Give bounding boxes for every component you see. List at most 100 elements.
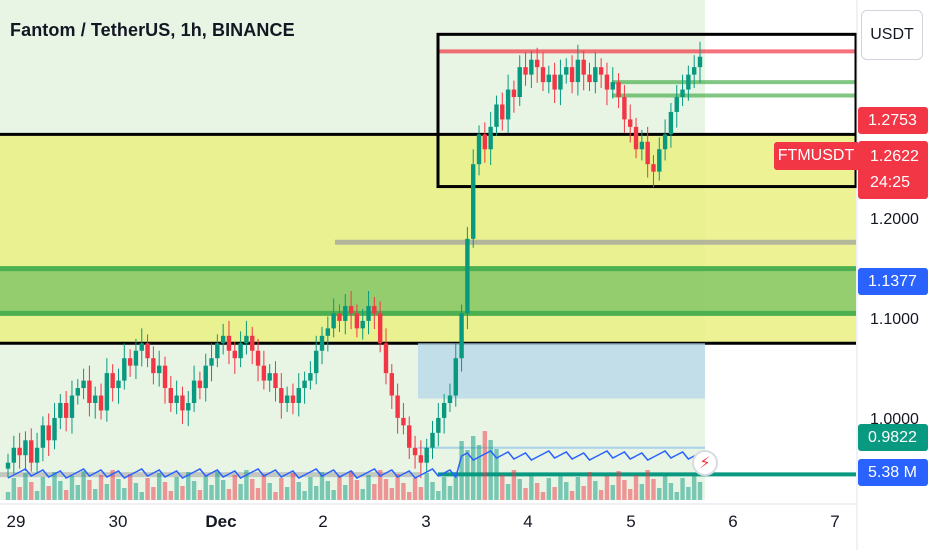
- volume-bar: [302, 491, 307, 500]
- time-label: 3: [421, 512, 431, 531]
- currency-button[interactable]: USDT: [861, 10, 923, 60]
- volume-bar: [616, 471, 621, 500]
- candle-body: [534, 59, 540, 68]
- volume-bar: [168, 491, 174, 500]
- candle-body: [628, 119, 633, 127]
- candle-body: [331, 313, 336, 329]
- price-label-1200: 1.2000: [870, 211, 919, 228]
- volume-bar: [517, 479, 522, 500]
- volume-bar: [46, 486, 51, 500]
- alert-bolt-icon[interactable]: ⚡: [692, 450, 718, 476]
- volume-bar: [645, 470, 650, 500]
- volume-bar: [558, 473, 563, 500]
- price-label-1100: 1.1000: [870, 311, 919, 328]
- candle-body: [319, 335, 325, 351]
- volume-bar: [628, 489, 633, 500]
- candle-body: [523, 67, 528, 75]
- volume-bar: [668, 483, 674, 500]
- volume-bar: [127, 474, 133, 500]
- volume-bar: [465, 450, 470, 500]
- volume-bar: [418, 487, 424, 500]
- volume-bar: [505, 484, 511, 500]
- volume-bar: [453, 472, 458, 500]
- candle-body: [686, 74, 691, 90]
- volume-bar: [220, 480, 226, 500]
- volume-bar: [87, 480, 92, 500]
- volume-bar: [139, 492, 144, 500]
- candle-body: [459, 313, 464, 359]
- volume-bar: [174, 477, 179, 500]
- candle-body: [383, 343, 389, 374]
- candle-body: [447, 395, 453, 403]
- volume-bar: [11, 478, 17, 500]
- candle-body: [401, 417, 406, 426]
- volume-bar: [604, 476, 610, 500]
- volume-bar: [395, 474, 400, 500]
- price-label-1000: 1.0000: [870, 411, 919, 428]
- candle-body: [680, 89, 685, 98]
- volume-bar: [255, 488, 261, 500]
- volume-bar: [290, 473, 296, 500]
- candle-body: [191, 380, 197, 403]
- volume-bar: [238, 484, 243, 500]
- candle-body: [58, 402, 63, 418]
- candle-body: [302, 380, 307, 389]
- candle-body: [377, 313, 383, 344]
- candle-body: [587, 74, 592, 83]
- candle-body: [360, 320, 365, 329]
- candle-body: [75, 388, 80, 396]
- candle-body: [343, 305, 348, 321]
- candle-body: [273, 373, 278, 389]
- volume-bar: [610, 485, 615, 500]
- candle-body: [668, 111, 674, 135]
- candle-body: [122, 358, 127, 381]
- last-price-tag: 1.2622 24:25: [858, 141, 928, 199]
- volume-bar: [459, 441, 464, 500]
- candle-body: [226, 335, 232, 351]
- last-price-value: 1.2622: [870, 148, 919, 165]
- candle-body: [633, 126, 639, 150]
- volume-bar: [23, 473, 28, 500]
- volume-bar: [633, 475, 639, 500]
- candle-body: [407, 425, 412, 448]
- candle-body: [488, 126, 493, 150]
- volume-bar: [674, 492, 679, 500]
- candle-body: [418, 455, 424, 463]
- candle-body: [139, 343, 144, 351]
- price-tag-top: 1.2753: [858, 107, 928, 134]
- time-label: Dec: [205, 512, 237, 531]
- candle-body: [63, 402, 69, 418]
- volume-bar: [215, 471, 220, 500]
- volume-bar: [250, 479, 255, 500]
- volume-bar: [29, 482, 34, 500]
- candle-body: [232, 350, 237, 359]
- candle-body: [116, 380, 121, 389]
- candle-body: [657, 149, 662, 172]
- candle-body: [17, 447, 22, 456]
- candle-body: [110, 373, 115, 389]
- candle-body: [575, 59, 581, 83]
- volume-bar: [337, 476, 342, 500]
- volume-bar: [110, 470, 115, 500]
- candle-body: [267, 373, 272, 381]
- time-label: 5: [626, 512, 636, 531]
- candle-body: [296, 388, 301, 403]
- candle-body: [308, 373, 313, 381]
- volume-bar: [430, 482, 435, 500]
- volume-bar: [209, 485, 214, 500]
- candle-body: [29, 440, 34, 463]
- volume-bar: [325, 481, 331, 500]
- candle-body: [558, 74, 563, 90]
- candle-body: [389, 373, 394, 396]
- volume-bar: [93, 489, 98, 500]
- volume-bar: [63, 490, 69, 500]
- candle-body: [424, 447, 429, 463]
- volume-bar: [122, 488, 127, 500]
- candle-body: [23, 440, 28, 456]
- volume-bar: [284, 487, 290, 500]
- candle-body: [180, 395, 185, 411]
- volume-bar: [482, 431, 488, 500]
- volume-bar: [494, 449, 499, 500]
